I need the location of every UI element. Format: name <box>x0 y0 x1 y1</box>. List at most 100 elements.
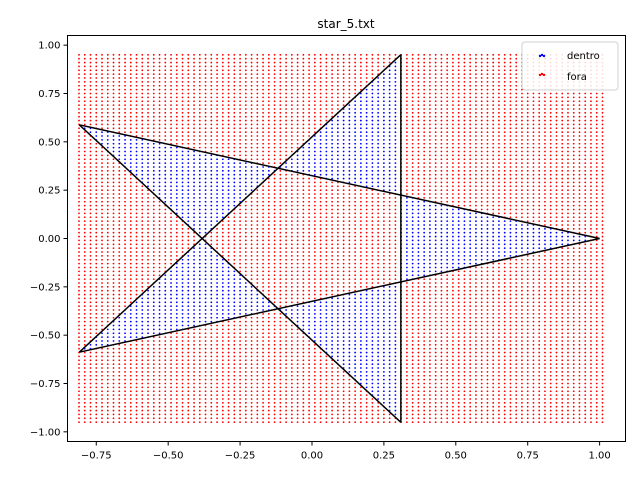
point-fora <box>78 251 80 253</box>
point-dentro <box>371 127 374 130</box>
point-fora <box>95 390 98 393</box>
point-fora <box>106 367 109 369</box>
point-fora <box>78 73 80 76</box>
point-fora <box>273 251 276 253</box>
point-fora <box>78 247 80 250</box>
point-fora <box>348 394 351 396</box>
point-fora <box>267 320 270 323</box>
point-fora <box>221 77 224 79</box>
point-fora <box>187 73 190 76</box>
point-fora <box>296 177 299 180</box>
point-fora <box>141 92 144 95</box>
point-fora <box>221 61 224 64</box>
point-fora <box>181 251 184 253</box>
point-fora <box>262 104 264 106</box>
point-fora <box>95 142 98 145</box>
point-fora <box>181 100 184 103</box>
point-fora <box>256 417 259 420</box>
point-fora <box>216 227 218 230</box>
point-fora <box>296 409 299 412</box>
point-fora <box>279 336 282 338</box>
point-fora <box>290 382 293 385</box>
point-dentro <box>365 367 368 369</box>
point-fora <box>141 363 144 366</box>
point-dentro <box>365 88 368 91</box>
point-fora <box>210 84 213 87</box>
point-fora <box>198 336 201 338</box>
point-fora <box>210 77 213 79</box>
point-fora <box>129 96 132 99</box>
point-fora <box>290 204 293 207</box>
point-fora <box>308 204 311 207</box>
point-fora <box>106 169 109 172</box>
point-dentro <box>164 320 167 323</box>
point-fora <box>187 142 190 145</box>
point-dentro <box>164 193 167 195</box>
point-fora <box>233 61 236 64</box>
point-dentro <box>331 297 334 300</box>
point-fora <box>112 162 115 165</box>
point-fora <box>124 351 126 354</box>
point-fora <box>365 274 368 277</box>
point-fora <box>250 158 253 161</box>
point-dentro <box>221 204 224 207</box>
point-fora <box>302 262 305 265</box>
point-fora <box>336 104 339 106</box>
point-fora <box>319 363 322 366</box>
point-fora <box>141 289 144 292</box>
point-fora <box>175 340 178 342</box>
point-fora <box>267 146 270 149</box>
point-dentro <box>216 197 218 199</box>
point-fora <box>83 96 86 99</box>
point-fora <box>147 266 149 269</box>
point-fora <box>152 401 155 404</box>
point-dentro <box>147 166 149 168</box>
point-fora <box>152 204 155 207</box>
point-fora <box>198 409 201 412</box>
point-dentro <box>175 328 178 331</box>
point-fora <box>331 81 334 83</box>
point-fora <box>170 61 172 64</box>
point-fora <box>342 266 345 269</box>
point-fora <box>152 84 155 87</box>
point-fora <box>124 119 126 122</box>
point-fora <box>302 115 305 118</box>
point-fora <box>354 73 357 76</box>
point-dentro <box>354 343 357 346</box>
point-fora <box>170 84 172 87</box>
point-fora <box>267 181 270 184</box>
point-dentro <box>250 285 253 288</box>
point-fora <box>95 421 98 424</box>
point-fora <box>95 111 98 114</box>
point-fora <box>244 390 247 393</box>
point-fora <box>227 320 230 323</box>
point-fora <box>325 92 328 95</box>
point-fora <box>124 96 126 99</box>
point-fora <box>342 417 345 420</box>
point-fora <box>95 181 98 184</box>
point-dentro <box>342 363 345 366</box>
point-dentro <box>319 146 322 149</box>
point-fora <box>175 363 178 366</box>
point-fora <box>273 131 276 134</box>
point-dentro <box>325 142 328 145</box>
point-fora <box>267 69 270 72</box>
point-fora <box>141 258 144 261</box>
point-fora <box>216 363 218 366</box>
point-fora <box>221 417 224 420</box>
point-dentro <box>152 150 155 153</box>
point-dentro <box>216 181 218 184</box>
point-fora <box>118 131 121 134</box>
point-fora <box>233 390 236 393</box>
point-fora <box>216 111 218 114</box>
point-dentro <box>216 204 218 207</box>
point-fora <box>193 69 195 72</box>
point-fora <box>262 374 264 377</box>
point-fora <box>210 235 213 238</box>
point-dentro <box>101 131 103 134</box>
point-fora <box>227 224 230 226</box>
point-dentro <box>365 108 368 110</box>
point-fora <box>313 371 316 373</box>
point-fora <box>336 92 339 95</box>
point-fora <box>147 73 149 76</box>
